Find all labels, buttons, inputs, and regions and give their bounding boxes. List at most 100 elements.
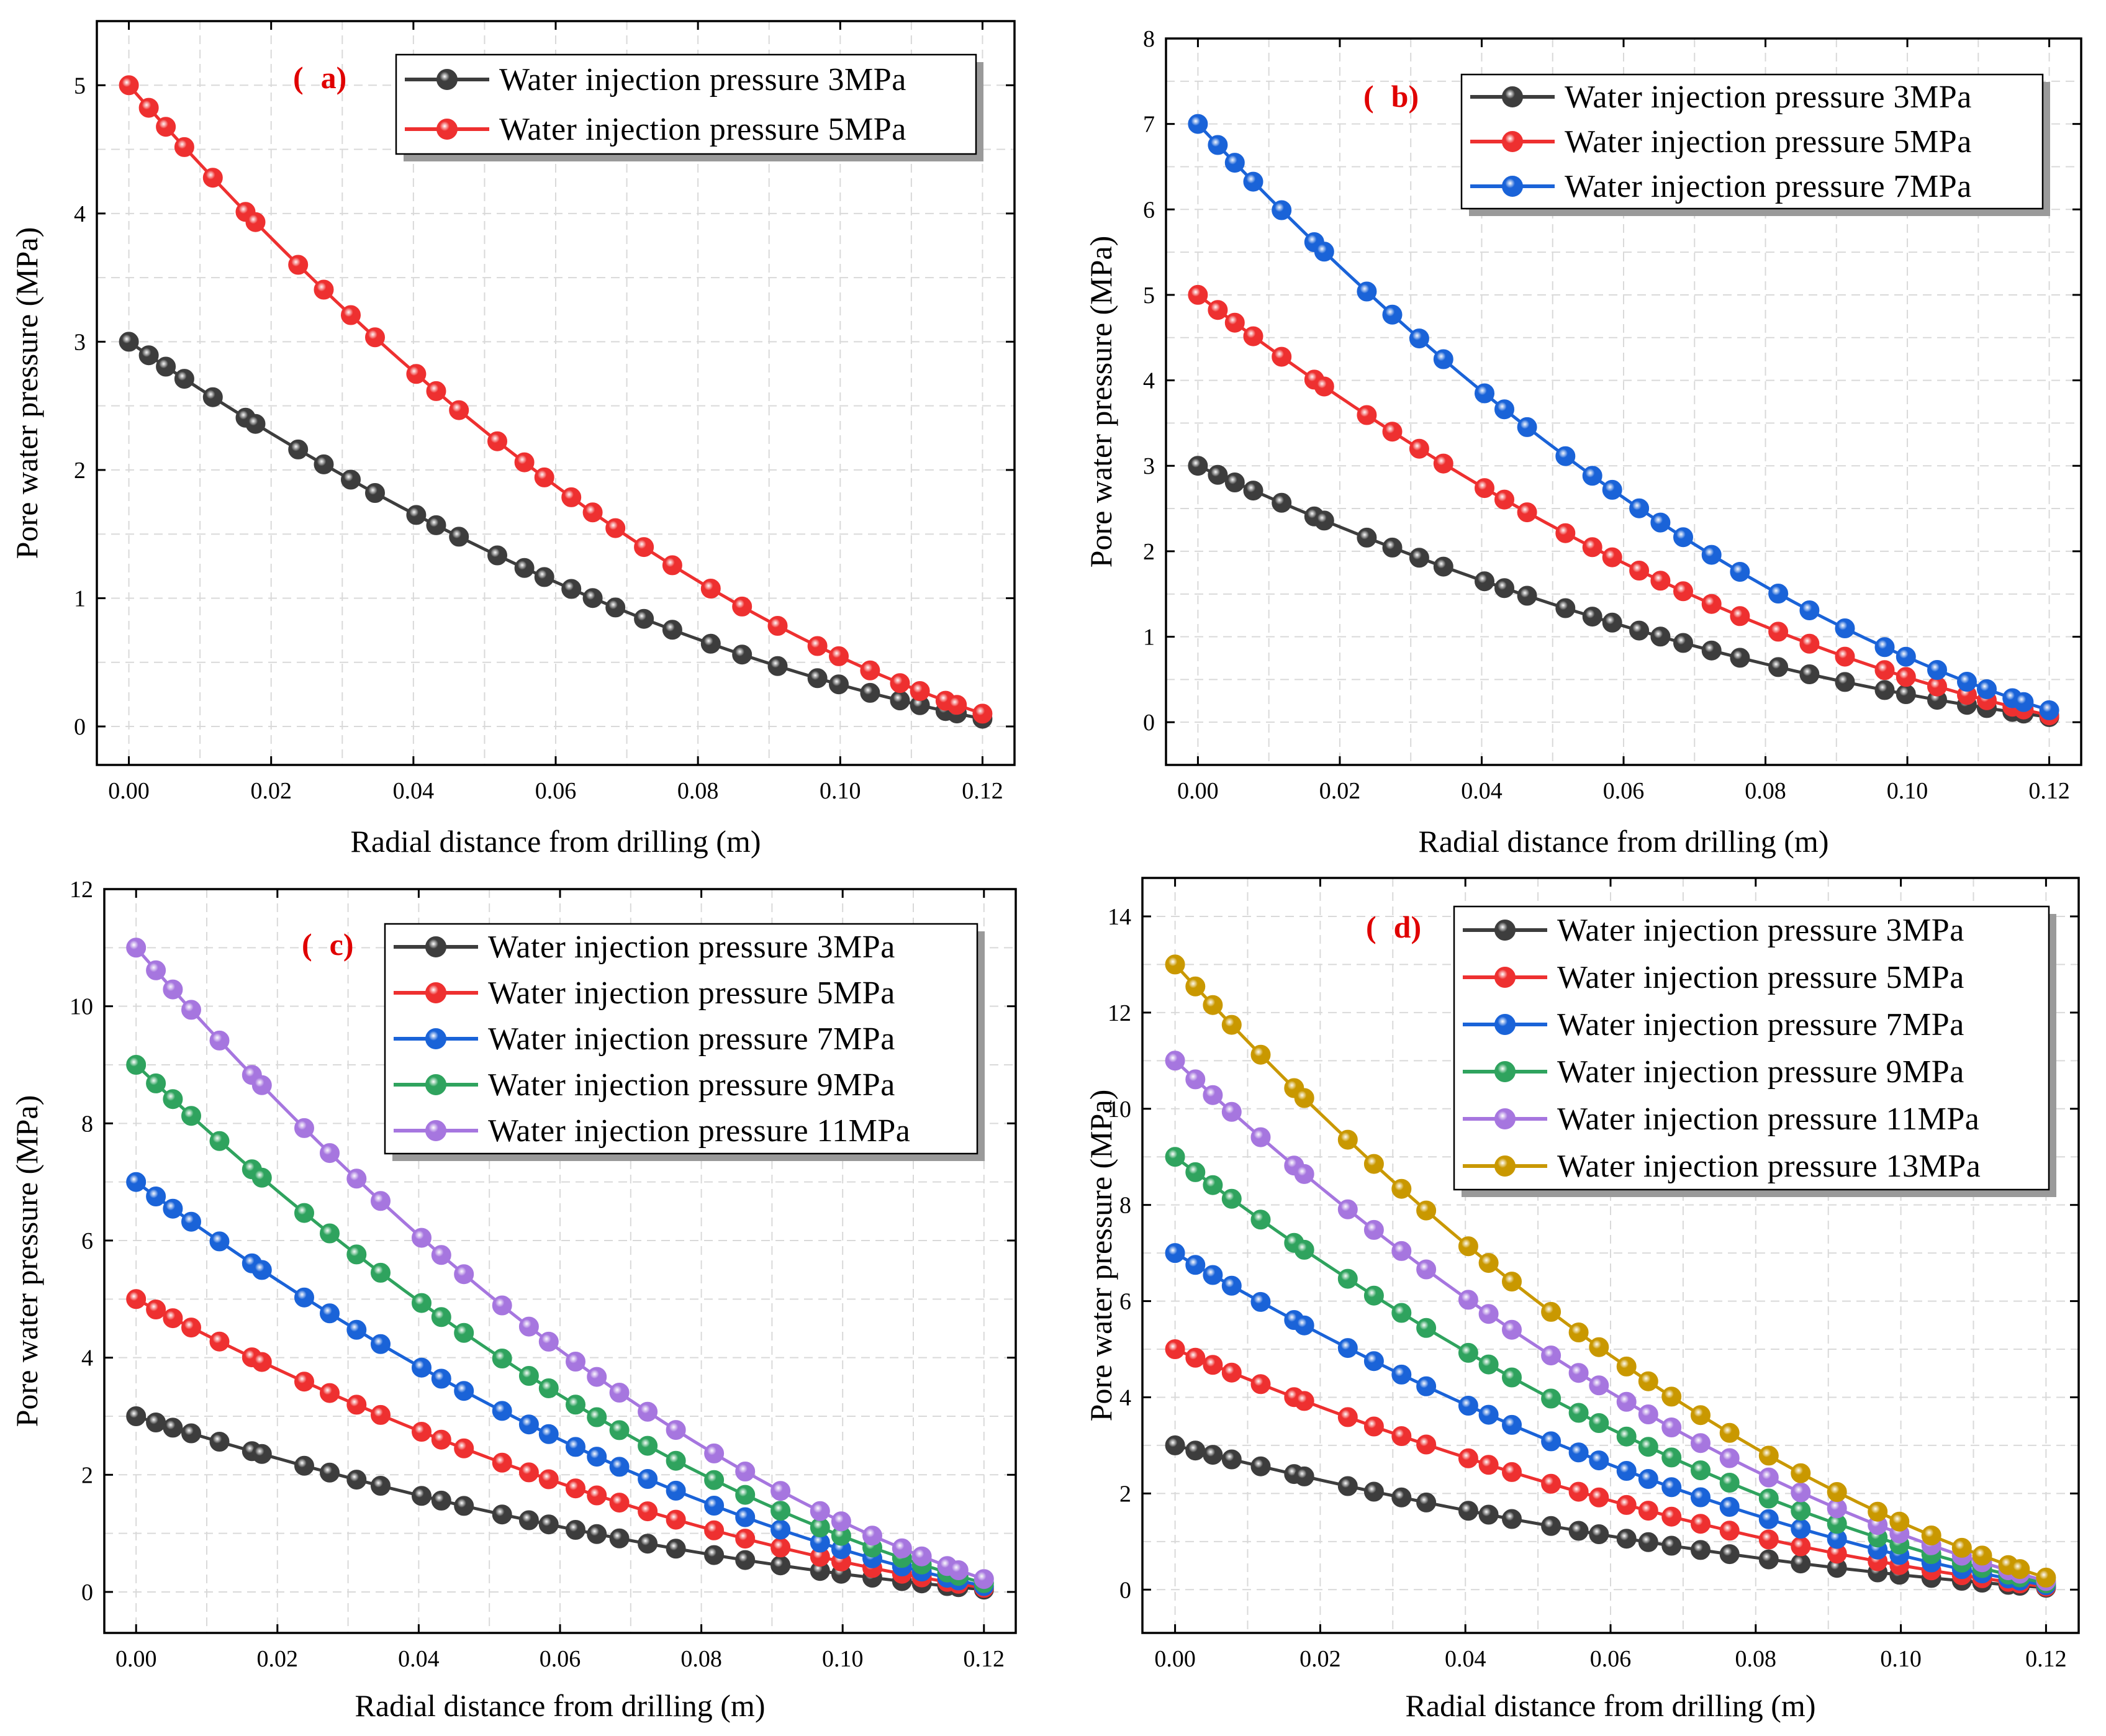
data-point (1185, 1440, 1206, 1461)
data-point (1250, 1456, 1271, 1476)
data-point (412, 1486, 432, 1506)
y-tick-label: 0 (74, 714, 86, 740)
data-point (1701, 594, 1722, 614)
data-point (245, 414, 266, 434)
data-point (1638, 1404, 1658, 1424)
data-point (1616, 1461, 1637, 1481)
data-point (146, 1073, 166, 1093)
data-point (566, 1478, 585, 1499)
data-point (587, 1407, 607, 1427)
legend-entry: Water injection pressure 11MPa (1463, 1101, 1979, 1137)
data-point (365, 483, 385, 503)
data-point (1799, 664, 1820, 684)
data-point (1382, 422, 1403, 442)
data-point (406, 505, 427, 525)
data-point (704, 1443, 725, 1463)
data-point (1927, 676, 1947, 697)
data-point (566, 1437, 585, 1457)
data-point (1243, 326, 1263, 346)
y-tick-label: 14 (1108, 904, 1131, 930)
data-point (1758, 1445, 1779, 1466)
x-tick-label: 0.04 (1461, 778, 1503, 804)
data-point (412, 1293, 432, 1313)
y-tick-label: 1 (1143, 625, 1155, 651)
data-point (346, 1169, 367, 1189)
data-point (1185, 1162, 1206, 1182)
legend-entry: Water injection pressure 11MPa (394, 1113, 910, 1149)
data-point (1221, 1101, 1242, 1122)
x-tick-label: 0.00 (1177, 778, 1219, 804)
data-point (1616, 1391, 1637, 1412)
legend-marker (425, 1074, 446, 1095)
data-point (1337, 1268, 1358, 1289)
data-point (735, 1507, 756, 1527)
data-point (1475, 571, 1494, 592)
data-point (609, 1383, 630, 1403)
data-point (1314, 510, 1334, 531)
data-point (288, 439, 309, 459)
data-point (1768, 657, 1789, 677)
data-point (1629, 620, 1650, 641)
legend-entry: Water injection pressure 7MPa (1463, 1007, 1964, 1042)
x-tick-label: 0.12 (2028, 778, 2070, 804)
legend-box (395, 53, 977, 155)
data-point (454, 1264, 474, 1285)
x-tick-label: 0.12 (964, 1646, 1005, 1672)
data-point (1363, 1219, 1384, 1240)
legend-label: Water injection pressure 3MPa (1557, 913, 1964, 948)
data-point (1185, 1255, 1206, 1275)
legend-label: Water injection pressure 3MPa (1565, 79, 1972, 115)
data-point (1409, 438, 1429, 459)
data-point (972, 703, 993, 724)
series-group-d (1165, 954, 2056, 1598)
data-point (146, 1300, 166, 1319)
data-point (371, 1334, 391, 1354)
data-point (1203, 1355, 1223, 1375)
data-point (406, 364, 427, 384)
data-point (700, 579, 721, 599)
data-point (807, 636, 828, 656)
panel-b: 0.00 0.02 0.04 0.06 0.08 0.10 0.12 0 1 2 3 4 5 6 7 8 Rad… (1083, 26, 2082, 859)
data-point (1661, 1477, 1682, 1498)
x-tick-label: 0.08 (1735, 1646, 1777, 1672)
data-point (1502, 1414, 1522, 1435)
data-point (1357, 405, 1377, 425)
data-point (662, 620, 682, 640)
data-point (538, 1514, 559, 1535)
x-tick-label: 0.00 (115, 1646, 157, 1672)
legend-entry: Water injection pressure 5MPa (1463, 960, 1964, 995)
data-point (518, 1316, 539, 1337)
data-point (1243, 171, 1263, 192)
data-point (412, 1422, 432, 1442)
data-point (1673, 527, 1693, 548)
x-tick-label: 0.04 (393, 778, 435, 804)
data-point (126, 1055, 147, 1075)
data-point (202, 387, 223, 407)
legend-marker (1494, 967, 1516, 988)
data-point (1616, 1529, 1637, 1549)
data-point (119, 75, 139, 96)
panel-tag-open: ( (1363, 79, 1374, 114)
legend-marker (1502, 131, 1523, 152)
data-point (1203, 1445, 1223, 1465)
data-point (1458, 1290, 1478, 1310)
y-tick-label: 4 (1119, 1385, 1131, 1411)
data-point (202, 168, 223, 188)
data-point (492, 1401, 512, 1421)
data-point (518, 1414, 539, 1435)
y-tick-label: 2 (81, 1462, 93, 1488)
data-point (1758, 1488, 1779, 1509)
legend-entry: Water injection pressure 5MPa (1470, 124, 1971, 160)
data-point (174, 369, 194, 389)
data-point (1758, 1509, 1779, 1529)
data-point (1921, 1526, 1941, 1545)
data-point (156, 356, 176, 377)
data-point (1957, 672, 1977, 692)
data-point (1294, 1391, 1314, 1411)
data-point (320, 1462, 340, 1483)
legend-marker (436, 119, 458, 140)
data-point (1568, 1521, 1589, 1541)
data-point (1629, 561, 1650, 581)
y-axis-title: Pore water pressure (MPa) (1083, 1090, 1118, 1422)
data-point (1896, 667, 1916, 687)
